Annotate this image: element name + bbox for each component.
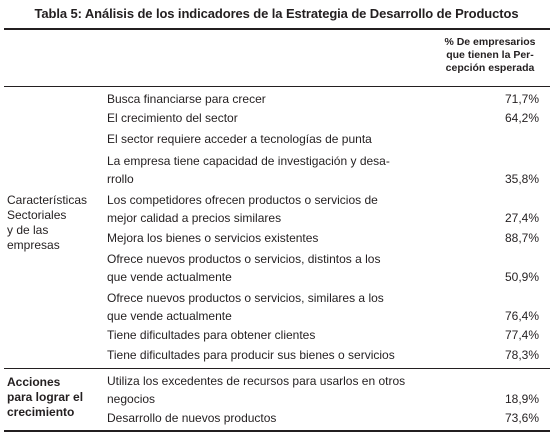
group-label-line: y de las — [7, 223, 49, 237]
table-row: Ofrece nuevos productos o servicios, dis… — [107, 250, 429, 286]
row-text: El crecimiento del sector — [107, 111, 238, 125]
row-value: 88,7% — [504, 231, 539, 245]
row-value: 18,9% — [504, 392, 539, 406]
top-rule — [4, 28, 550, 30]
row-value: 71,7% — [504, 92, 539, 106]
row-text: Tiene dificultades para producir sus bie… — [107, 348, 395, 362]
row-text: que vende actualmente — [107, 270, 232, 284]
row-value: 35,8% — [504, 172, 539, 186]
row-text: negocios — [107, 392, 156, 406]
row-value: 78,3% — [504, 348, 539, 362]
bottom-rule — [4, 430, 550, 432]
group-label-caracteristicas: Características Sectoriales y de las emp… — [7, 193, 87, 253]
row-text: rrollo — [107, 172, 134, 186]
row-text: Desarrollo de nuevos productos — [107, 411, 277, 425]
row-value: 73,6% — [504, 411, 539, 425]
table-row: Desarrollo de nuevos productos — [107, 409, 429, 427]
row-text: mejor calidad a precios similares — [107, 211, 282, 225]
row-value: 64,2% — [504, 111, 539, 125]
group-label-line: Acciones — [7, 375, 61, 389]
table-row: Los competidores ofrecen productos o ser… — [107, 191, 429, 227]
column-header-line: cepción esperada — [445, 62, 535, 74]
row-value: 27,4% — [504, 211, 539, 225]
header-rule — [4, 86, 550, 87]
group-rule — [4, 368, 550, 369]
row-text: Mejora los bienes o servicios existentes — [107, 231, 319, 245]
table-row: El sector requiere acceder a tecnologías… — [107, 130, 429, 148]
row-text: Tiene dificultades para obtener clientes — [107, 328, 316, 342]
group-label-line: crecimiento — [7, 405, 75, 419]
row-text: El sector requiere acceder a tecnologías… — [107, 132, 372, 146]
group-label-line: Características — [7, 193, 88, 207]
table-row: El crecimiento del sector — [107, 109, 429, 127]
row-text: La empresa tiene capacidad de investigac… — [107, 154, 390, 168]
table-row: La empresa tiene capacidad de investigac… — [107, 152, 429, 188]
column-header-line: que tienen la Per- — [446, 49, 534, 61]
row-value: 77,4% — [504, 328, 539, 342]
row-value: 50,9% — [504, 270, 539, 284]
column-header: % De empresarios que tienen la Per- cepc… — [432, 36, 548, 75]
table-row: Utiliza los excedentes de recursos para … — [107, 372, 429, 408]
group-label-line: empresas — [7, 238, 60, 252]
row-text: Busca financiarse para crecer — [107, 92, 266, 106]
row-text: Los competidores ofrecen productos o ser… — [107, 193, 378, 207]
row-value: 76,4% — [504, 309, 539, 323]
table-row: Ofrece nuevos productos o servicios, sim… — [107, 289, 429, 325]
column-header-line: % De empresarios — [444, 36, 536, 48]
group-label-line: para lograr el — [7, 390, 84, 404]
row-text: que vende actualmente — [107, 309, 232, 323]
row-text: Ofrece nuevos productos o servicios, dis… — [107, 252, 381, 266]
table-row: Tiene dificultades para obtener clientes — [107, 326, 429, 344]
table-row: Mejora los bienes o servicios existentes — [107, 229, 429, 247]
group-label-line: Sectoriales — [7, 208, 67, 222]
row-text: Ofrece nuevos productos o servicios, sim… — [107, 291, 384, 305]
group-label-acciones: Acciones para lograr el crecimiento — [7, 375, 83, 420]
table-row: Tiene dificultades para producir sus bie… — [107, 346, 429, 364]
table-title: Tabla 5: Análisis de los indicadores de … — [34, 6, 519, 21]
table-row: Busca financiarse para crecer — [107, 90, 429, 108]
row-text: Utiliza los excedentes de recursos para … — [107, 374, 406, 388]
